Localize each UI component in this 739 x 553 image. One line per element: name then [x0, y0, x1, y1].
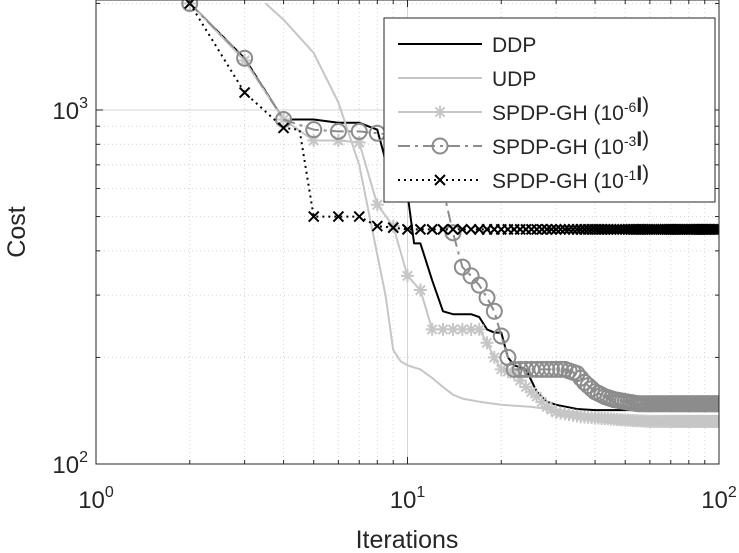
x-marker: [434, 174, 446, 186]
star-marker: [433, 105, 447, 119]
star-marker: [386, 219, 400, 233]
series-4: [181, 0, 719, 413]
star-marker: [238, 53, 252, 67]
y-axis-label: Cost: [3, 206, 31, 257]
x-marker: [559, 223, 571, 236]
legend-entry-2: UDP: [398, 68, 536, 91]
star-marker: [530, 390, 544, 404]
circle-marker: [485, 302, 503, 320]
x-marker: [277, 122, 290, 134]
star-marker: [519, 380, 533, 394]
circle-marker: [350, 122, 368, 140]
legend-entry-1: DDP: [398, 34, 536, 57]
x-axis-label: Iterations: [356, 526, 459, 553]
legend-label: DDP: [492, 34, 536, 57]
x-marker: [426, 223, 438, 236]
x-marker: [387, 222, 399, 234]
circle-marker: [236, 49, 254, 67]
x-tick-label: 101: [390, 484, 426, 514]
legend: DDP UDP SPDP-GH (10-6I)SPDP-GH (10-3I)SPDP…: [383, 17, 716, 203]
legend-label: SPDP-GH (10-6I): [492, 94, 649, 125]
star-marker: [480, 336, 494, 350]
x-marker: [456, 223, 469, 236]
legend-label: SPDP-GH (10-1I): [492, 162, 649, 193]
x-marker: [353, 210, 365, 223]
x-marker: [550, 223, 562, 236]
circle-marker: [305, 121, 323, 139]
star-marker: [331, 134, 345, 148]
x-marker: [536, 223, 548, 236]
star-marker: [524, 385, 538, 399]
circle-marker: [710, 395, 719, 413]
star-marker: [307, 134, 321, 148]
circle-marker: [329, 122, 347, 140]
series-line: [189, 2, 719, 412]
tick-labels: 100 101 102 102 103: [52, 95, 737, 514]
x-tick-label: 100: [78, 484, 114, 514]
circle-marker: [543, 360, 561, 378]
star-marker: [455, 322, 469, 336]
star-marker: [425, 322, 439, 336]
series-layer: [181, 0, 719, 428]
star-marker: [352, 135, 366, 149]
star-marker: [464, 322, 478, 336]
x-marker: [545, 223, 558, 236]
legend-label: UDP: [492, 68, 536, 91]
star-marker: [446, 322, 460, 336]
star-marker: [487, 350, 501, 364]
circle-marker: [470, 276, 488, 294]
x-marker: [554, 223, 567, 236]
star-marker: [545, 403, 559, 417]
circle-marker: [181, 0, 199, 12]
axes: [95, 0, 720, 465]
legend-entry-5: SPDP-GH (10-1I): [398, 162, 649, 193]
circle-marker: [462, 267, 480, 285]
star-marker: [535, 395, 549, 409]
legend-label: SPDP-GH (10-3I): [492, 128, 649, 159]
y-tick-label: 103: [52, 95, 88, 125]
legend-entry-4: SPDP-GH (10-3I): [398, 128, 649, 159]
circle-marker: [492, 327, 510, 345]
x-marker: [447, 223, 459, 236]
x-marker: [401, 223, 414, 236]
x-marker: [437, 223, 449, 236]
circle-marker: [547, 360, 565, 378]
x-marker: [414, 223, 427, 236]
series-1: [189, 2, 719, 412]
star-marker: [494, 362, 508, 376]
circle-marker: [505, 360, 523, 378]
x-marker: [308, 210, 320, 223]
circle-marker: [453, 258, 471, 276]
x-marker: [541, 223, 553, 236]
x-marker: [525, 223, 538, 236]
star-marker: [401, 269, 414, 283]
x-marker: [371, 220, 384, 232]
legend-entry-3: SPDP-GH (10-6I): [398, 94, 649, 125]
x-marker: [531, 223, 543, 236]
star-marker: [513, 373, 527, 387]
x-tick-label: 102: [701, 484, 737, 514]
star-marker: [436, 322, 450, 336]
star-marker: [370, 198, 384, 212]
x-marker: [465, 223, 477, 236]
circle-marker: [538, 360, 556, 378]
x-marker: [332, 210, 345, 223]
series-5: [184, 0, 719, 236]
circle-marker: [431, 137, 449, 155]
star-marker: [540, 400, 554, 414]
y-tick-label: 102: [52, 449, 88, 479]
x-marker: [520, 223, 532, 236]
x-marker: [713, 223, 719, 236]
circle-marker: [511, 360, 529, 378]
circle-marker: [478, 289, 496, 307]
star-marker: [472, 322, 486, 336]
x-marker: [238, 86, 251, 99]
circle-marker: [552, 360, 570, 378]
star-marker: [413, 283, 427, 297]
